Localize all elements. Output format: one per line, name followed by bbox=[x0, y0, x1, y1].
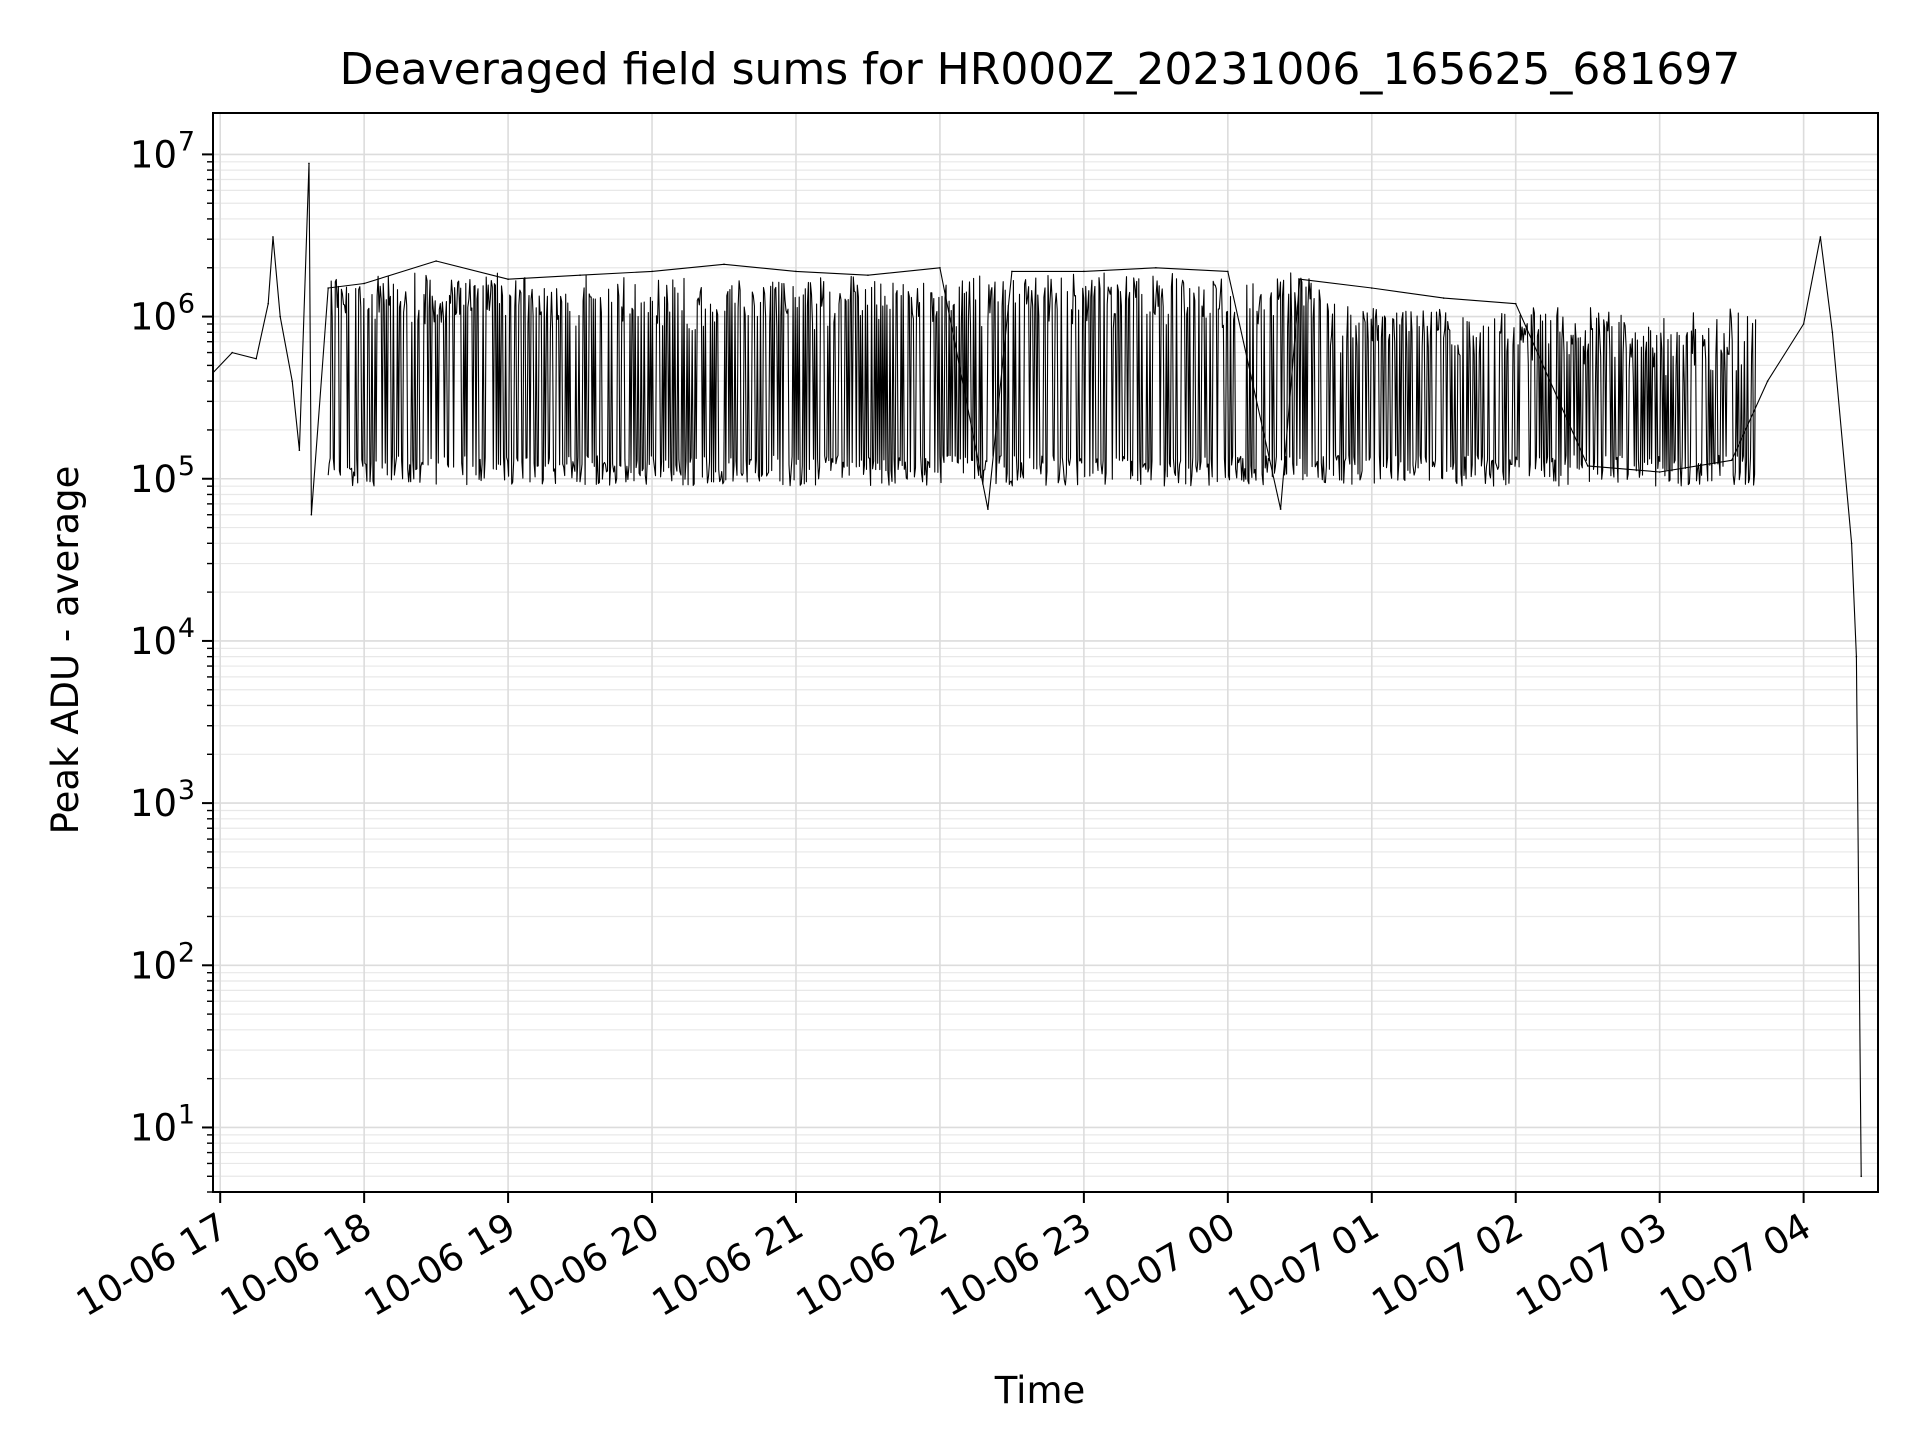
series-noise-band bbox=[327, 272, 1757, 487]
y-tick-label: 10 bbox=[130, 296, 177, 339]
series-point bbox=[1586, 465, 1589, 467]
series-point bbox=[1083, 270, 1085, 273]
series-point bbox=[1011, 270, 1013, 273]
series-point bbox=[308, 162, 310, 165]
y-tick-exponent: 5 bbox=[178, 451, 195, 482]
series-point bbox=[255, 357, 257, 360]
series-point bbox=[1730, 459, 1733, 462]
plot-frame bbox=[212, 112, 1879, 1193]
series-point bbox=[298, 449, 301, 451]
series-point bbox=[1802, 323, 1805, 325]
y-tick-exponent: 4 bbox=[178, 613, 195, 644]
series-point bbox=[267, 302, 269, 305]
chart-title: Deaveraged field sums for HR000Z_2023100… bbox=[340, 44, 1741, 95]
series-point bbox=[1279, 508, 1282, 510]
y-tick-label: 10 bbox=[130, 458, 177, 501]
series-point bbox=[1299, 278, 1301, 281]
series-point bbox=[867, 274, 869, 276]
series-point bbox=[1155, 266, 1157, 269]
series-point bbox=[1855, 655, 1858, 658]
y-tick-label: 10 bbox=[130, 133, 177, 176]
y-tick-label: 10 bbox=[130, 782, 177, 825]
series-point bbox=[291, 380, 293, 382]
y-tick-exponent: 3 bbox=[178, 775, 195, 806]
series-point bbox=[579, 274, 581, 276]
series-point bbox=[327, 287, 329, 289]
series-point bbox=[231, 351, 233, 354]
series-point bbox=[507, 278, 509, 281]
series-point bbox=[1766, 380, 1769, 382]
series-point bbox=[363, 282, 365, 285]
grid bbox=[213, 113, 1878, 1193]
y-tick-exponent: 1 bbox=[178, 1099, 195, 1130]
series-layer bbox=[212, 162, 1863, 1178]
series-point bbox=[1514, 302, 1517, 305]
series-point bbox=[723, 263, 725, 266]
series-point bbox=[1227, 270, 1229, 273]
y-tick-label: 10 bbox=[130, 1106, 177, 1149]
y-axis-label: Peak ADU - average bbox=[44, 466, 87, 835]
series-point bbox=[1658, 471, 1661, 473]
series-point bbox=[272, 236, 274, 238]
y-tick-exponent: 6 bbox=[178, 289, 195, 320]
y-tick-exponent: 2 bbox=[178, 937, 195, 968]
series-point bbox=[1370, 287, 1373, 289]
series-point bbox=[1860, 1175, 1863, 1178]
series-point bbox=[1850, 542, 1853, 545]
y-tick-label: 10 bbox=[130, 620, 177, 663]
y-tick-exponent: 7 bbox=[178, 126, 195, 157]
series-point bbox=[435, 260, 437, 262]
series-point bbox=[651, 270, 653, 273]
series-point bbox=[795, 270, 797, 273]
x-axis-label: Time bbox=[994, 1369, 1086, 1412]
series-point bbox=[310, 513, 313, 516]
series-point bbox=[987, 508, 989, 510]
series-point bbox=[1831, 331, 1834, 334]
series-point bbox=[939, 266, 941, 269]
series-point bbox=[1442, 297, 1445, 299]
y-tick-label: 10 bbox=[130, 944, 177, 987]
series-point bbox=[1819, 236, 1822, 238]
series-point bbox=[279, 315, 281, 318]
